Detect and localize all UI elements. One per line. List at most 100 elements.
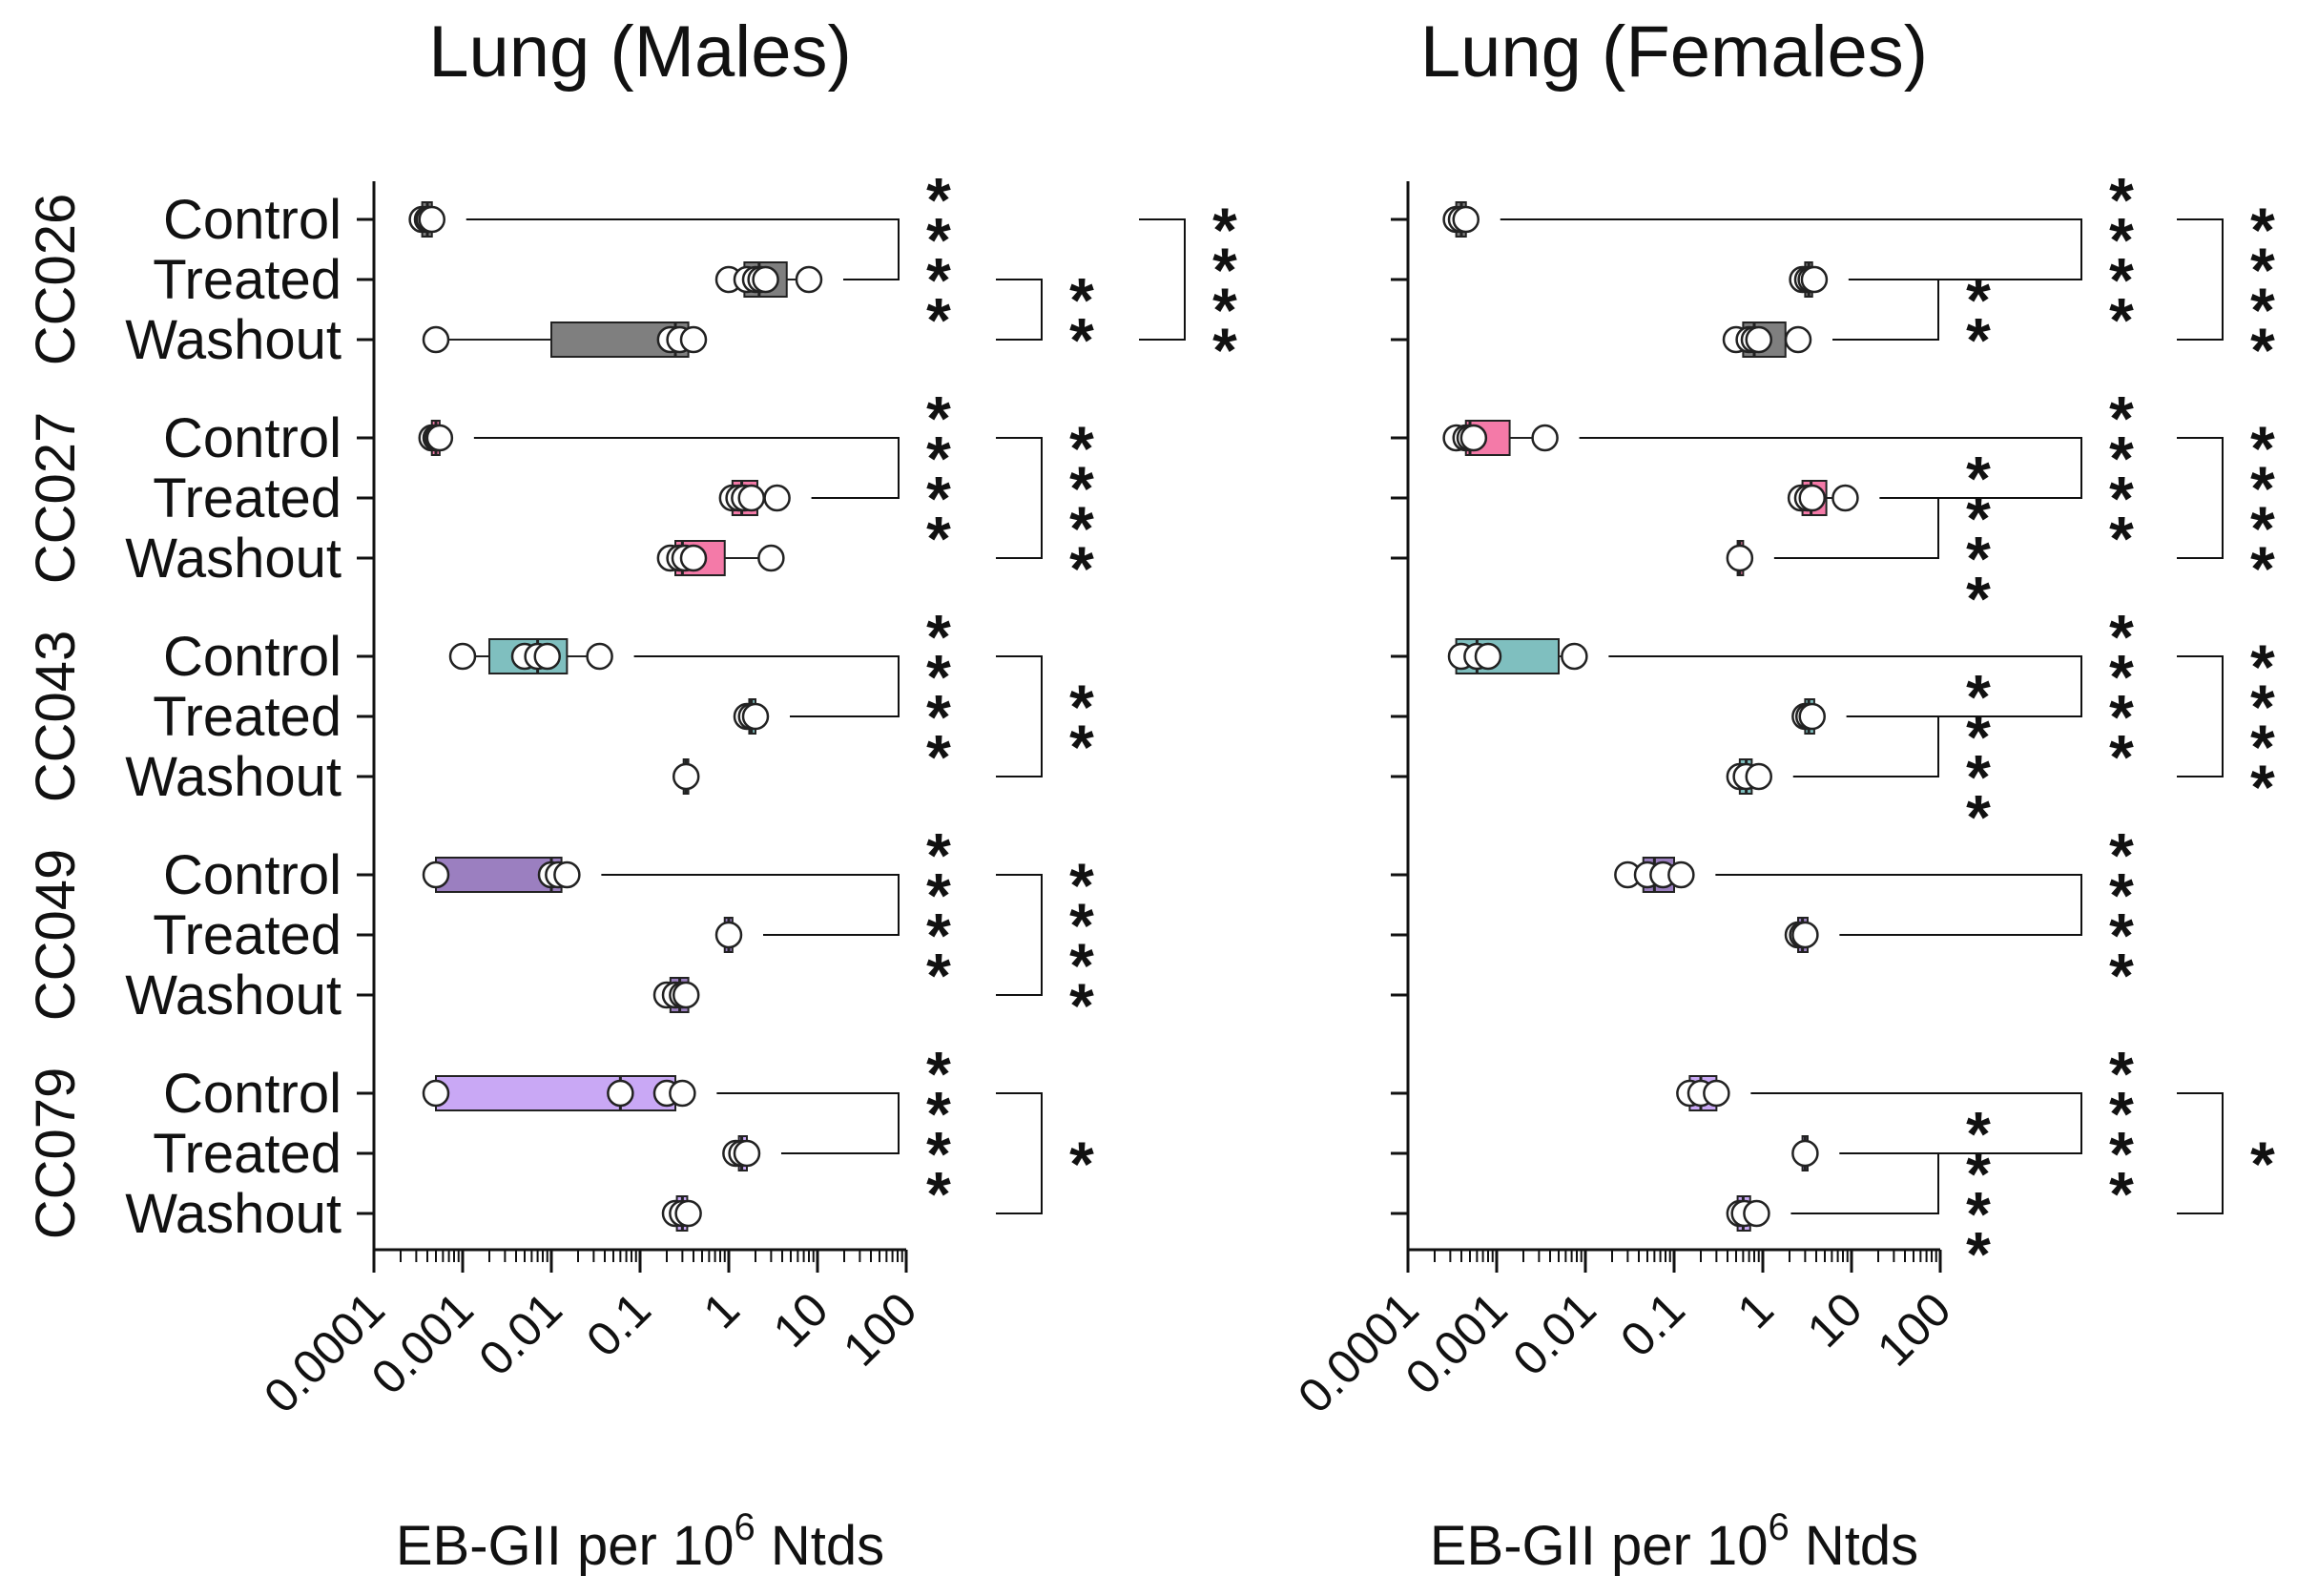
row-label: Control	[163, 407, 341, 469]
significance-bracket: *	[2177, 1092, 2275, 1214]
data-point	[1726, 544, 1754, 572]
row-label: Control	[163, 626, 341, 688]
significance-star: *	[2109, 205, 2134, 276]
x-axis-label: EB-GII per 106 Ntds	[1430, 1506, 1918, 1577]
significance-star: *	[2250, 533, 2275, 604]
bracket-line	[2177, 218, 2224, 341]
box	[435, 857, 563, 893]
bracket-line	[996, 1092, 1043, 1214]
significance-star: *	[926, 820, 951, 891]
data-point	[1798, 484, 1826, 512]
row-label: Treated	[153, 904, 341, 966]
data-point	[1791, 1139, 1819, 1168]
row-label: Treated	[153, 249, 341, 311]
significance-bracket: ****	[1715, 820, 2134, 1011]
significance-star: *	[1069, 930, 1094, 1001]
x-axis-label-superscript: 6	[1768, 1506, 1789, 1548]
bracket-line	[996, 437, 1043, 559]
row-label: Washout	[125, 309, 341, 371]
significance-star: *	[2109, 504, 2134, 574]
significance-star: *	[1966, 305, 1991, 376]
data-point	[1474, 642, 1502, 671]
bracket-line	[996, 874, 1043, 996]
data-point	[1743, 1199, 1770, 1228]
significance-star: *	[2109, 642, 2134, 713]
data-point	[418, 205, 445, 234]
x-tick-label: 0.01	[1502, 1282, 1605, 1385]
significance-star: *	[926, 1119, 951, 1190]
data-point	[425, 424, 454, 452]
bracket-line	[996, 655, 1043, 777]
significance-star: *	[2250, 1129, 2275, 1199]
significance-star: *	[1212, 195, 1237, 265]
data-point	[1800, 265, 1829, 294]
data-point	[1452, 205, 1480, 234]
data-point	[674, 1199, 702, 1228]
significance-bracket: ****	[1773, 444, 1991, 634]
data-point	[1745, 762, 1772, 791]
group-label: CC049	[25, 849, 87, 1022]
x-axis-label-main: EB-GII per 10	[396, 1515, 735, 1577]
data-point	[422, 860, 450, 889]
significance-star: *	[2109, 722, 2134, 793]
chart-title: Lung (Females)	[1420, 11, 1928, 93]
significance-bracket: **	[996, 265, 1094, 376]
x-tick-label: 0.0001	[1288, 1282, 1429, 1423]
significance-star: *	[1069, 890, 1094, 961]
x-tick-label: 1	[693, 1282, 750, 1338]
significance-star: *	[1966, 1139, 1991, 1210]
significance-bracket: ****	[1139, 195, 1237, 385]
data-point	[1798, 702, 1826, 731]
group-label: CC043	[25, 631, 87, 803]
significance-star: *	[1966, 524, 1991, 594]
data-point	[672, 981, 700, 1009]
x-tick-label: 0.001	[1396, 1282, 1518, 1404]
significance-star: *	[2109, 901, 2134, 971]
significance-star: *	[2109, 285, 2134, 356]
significance-star: *	[2109, 682, 2134, 753]
significance-star: *	[2250, 632, 2275, 702]
significance-star: *	[1069, 970, 1094, 1041]
significance-star: *	[2109, 1119, 2134, 1190]
significance-star: *	[2109, 245, 2134, 316]
significance-bracket: ****	[1790, 1099, 1991, 1290]
significance-star: *	[1069, 672, 1094, 742]
group-cc026	[1391, 201, 1829, 358]
x-tick-label: 0.0001	[254, 1282, 395, 1423]
x-tick-label: 100	[1867, 1282, 1961, 1377]
x-tick-label: 0.01	[468, 1282, 571, 1385]
significance-star: *	[2250, 413, 2275, 484]
row-label: Control	[163, 189, 341, 251]
significance-bracket: ****	[996, 850, 1094, 1041]
significance-star: *	[1069, 533, 1094, 604]
bracket-line	[2177, 437, 2224, 559]
group-cc049	[1391, 857, 1819, 997]
significance-star: *	[2109, 1079, 2134, 1150]
significance-star: *	[2109, 820, 2134, 891]
chart-title: Lung (Males)	[428, 11, 852, 93]
significance-star: *	[926, 285, 951, 356]
x-tick-label: 0.1	[1610, 1282, 1695, 1367]
significance-star: *	[926, 464, 951, 534]
data-point	[1703, 1079, 1730, 1108]
significance-star: *	[1069, 453, 1094, 524]
significance-star: *	[2109, 860, 2134, 931]
significance-star: *	[1212, 315, 1237, 385]
significance-star: *	[1069, 305, 1094, 376]
significance-star: *	[926, 205, 951, 276]
data-point	[679, 544, 708, 572]
x-tick-label: 1	[1728, 1282, 1784, 1338]
significance-star: *	[2250, 752, 2275, 822]
row-label: Treated	[153, 1123, 341, 1185]
row-label: Washout	[125, 528, 341, 590]
significance-bracket: ****	[1750, 1039, 2134, 1230]
significance-star: *	[1966, 662, 1991, 733]
significance-star: *	[1966, 702, 1991, 773]
bracket-line	[1139, 218, 1186, 341]
significance-star: *	[2109, 1159, 2134, 1230]
significance-bracket: *	[996, 1092, 1094, 1214]
